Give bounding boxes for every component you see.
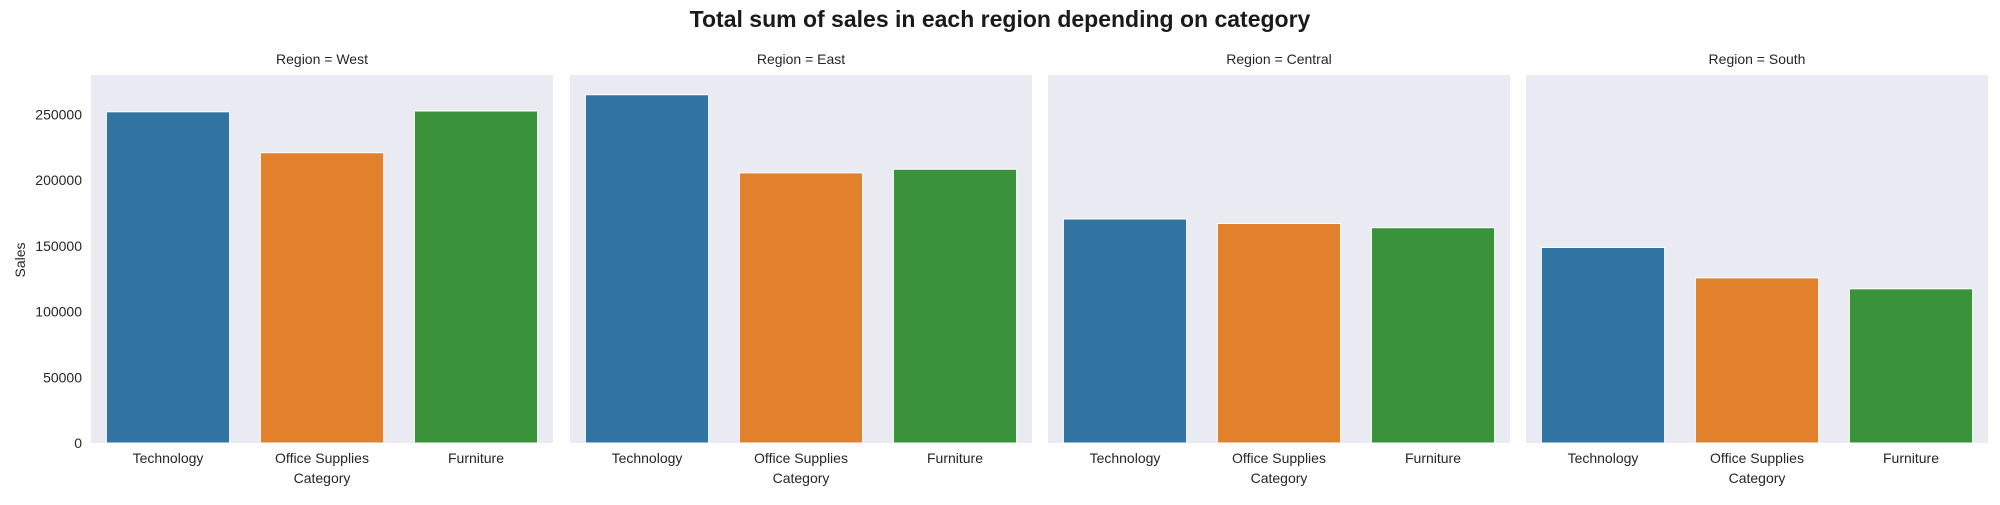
y-tick-label: 50000 <box>43 369 82 385</box>
bar-technology <box>1062 218 1188 444</box>
x-tick-label: Office Supplies <box>1232 450 1326 466</box>
bar-furniture <box>413 110 539 444</box>
x-tick-label: Office Supplies <box>754 450 848 466</box>
y-tick-label: 250000 <box>35 106 82 122</box>
y-tick-label: 0 <box>74 435 82 451</box>
chart-title: Total sum of sales in each region depend… <box>690 6 1311 32</box>
x-tick-label: Furniture <box>927 450 983 466</box>
bar-office-supplies <box>259 152 385 444</box>
bar-furniture <box>1848 288 1974 444</box>
x-tick-label: Technology <box>133 450 204 466</box>
bar-furniture <box>892 168 1018 444</box>
bar-office-supplies <box>1216 222 1342 444</box>
bar-technology <box>1540 246 1666 444</box>
panel-title: Region = Central <box>1226 51 1331 67</box>
x-tick-label: Office Supplies <box>275 450 369 466</box>
facet-panel-0: Region = West Technology Office Supplies Fu… <box>35 51 553 486</box>
x-axis-label: Category <box>294 470 351 486</box>
x-tick-label: Technology <box>612 450 683 466</box>
panel-title: Region = South <box>1709 51 1806 67</box>
x-tick-label: Technology <box>1568 450 1639 466</box>
facet-panel-3: Region = South Technology Office Supplies F… <box>1526 51 1988 486</box>
y-tick-label: 200000 <box>35 172 82 188</box>
bar-office-supplies <box>1694 277 1820 444</box>
x-tick-label: Furniture <box>1405 450 1461 466</box>
x-tick-label: Furniture <box>448 450 504 466</box>
x-tick-label: Furniture <box>1883 450 1939 466</box>
bar-office-supplies <box>738 172 864 444</box>
y-tick-label: 100000 <box>35 304 82 320</box>
x-axis-label: Category <box>1729 470 1786 486</box>
bar-technology <box>105 111 231 444</box>
bar-technology <box>584 94 710 444</box>
panel-title: Region = East <box>757 51 845 67</box>
x-axis-label: Category <box>1251 470 1308 486</box>
x-axis-label: Category <box>773 470 830 486</box>
x-tick-label: Office Supplies <box>1710 450 1804 466</box>
facet-panel-2: Region = Central Technology Office Supplie… <box>1048 51 1510 486</box>
panel-title: Region = West <box>276 51 368 67</box>
y-tick-label: 150000 <box>35 238 82 254</box>
panels-layer: Region = West Technology Office Supplies Fu… <box>35 51 1988 486</box>
y-axis-label: Sales <box>12 242 28 277</box>
x-tick-label: Technology <box>1090 450 1161 466</box>
bar-furniture <box>1370 227 1496 444</box>
facet-panel-1: Region = East Technology Office Supplies Fu… <box>570 51 1032 486</box>
